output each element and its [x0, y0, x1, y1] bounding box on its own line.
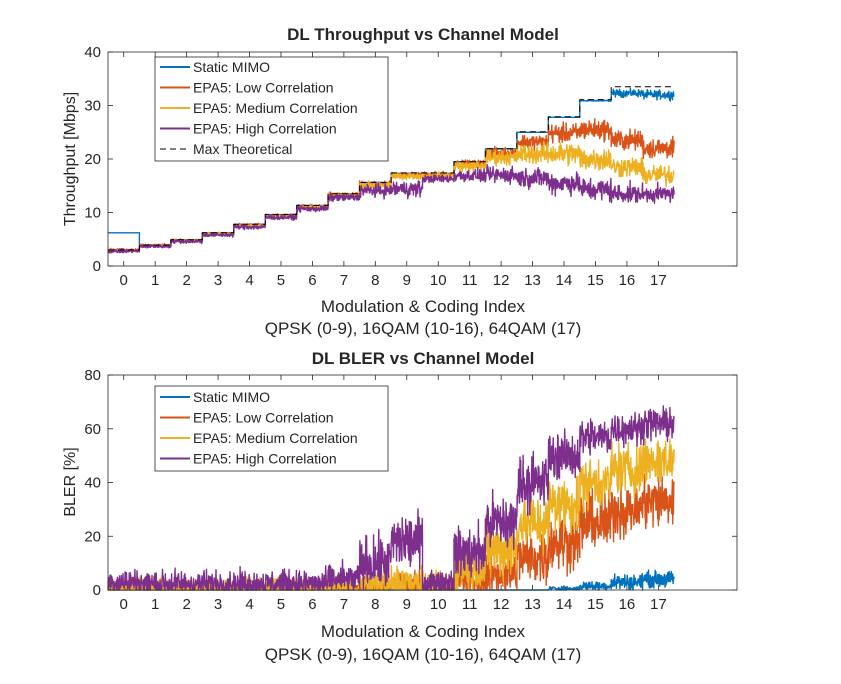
- y-tick-label: 40: [84, 475, 101, 492]
- x-tick-label: 10: [430, 272, 447, 289]
- y-tick-label: 10: [84, 205, 101, 222]
- x-tick-label: 2: [182, 272, 190, 289]
- x-tick-label: 14: [556, 596, 573, 613]
- legend-label: EPA5: High Correlation: [193, 121, 337, 137]
- x-tick-label: 1: [151, 272, 159, 289]
- x-tick-label: 1: [151, 596, 159, 613]
- throughput-legend-box: [154, 56, 389, 162]
- x-tick-label: 11: [462, 272, 478, 289]
- series-line-max-theoretical: [107, 86, 675, 251]
- x-tick-label: 0: [120, 596, 128, 613]
- throughput-chart-title: DL Throughput vs Channel Model: [287, 25, 559, 44]
- x-tick-label: 8: [371, 272, 379, 289]
- x-tick-label: 3: [214, 272, 222, 289]
- bler-axes-frame: [107, 374, 738, 591]
- throughput-x-axis-label: Modulation & Coding Index: [321, 297, 526, 316]
- x-tick-label: 13: [524, 596, 541, 613]
- x-tick-label: 7: [340, 272, 348, 289]
- bler-chart: DL BLER vs Channel Model 0 1 2 3 4 5 6 7 8 9 10 11 1…: [62, 349, 738, 664]
- y-tick-label: 0: [93, 582, 101, 599]
- y-tick-label: 0: [93, 258, 101, 275]
- y-tick-label: 80: [84, 367, 101, 384]
- x-tick-label: 16: [619, 596, 636, 613]
- legend-label: EPA5: High Correlation: [193, 451, 337, 467]
- x-tick-label: 0: [120, 272, 128, 289]
- throughput-legend: Static MIMO EPA5: Low Correlation EPA5: Me…: [154, 56, 389, 162]
- bler-legend-box: [154, 385, 389, 472]
- x-tick-label: 15: [587, 272, 604, 289]
- x-tick-label: 3: [214, 596, 222, 613]
- bler-x-axis-label: Modulation & Coding Index: [321, 622, 526, 641]
- legend-label: Static MIMO: [193, 389, 270, 405]
- x-tick-label: 12: [493, 596, 510, 613]
- bler-chart-title: DL BLER vs Channel Model: [312, 349, 535, 368]
- x-tick-label: 4: [245, 272, 253, 289]
- x-tick-label: 12: [493, 272, 510, 289]
- x-tick-label: 17: [650, 596, 667, 613]
- bler-legend: Static MIMO EPA5: Low Correlation EPA5: Me…: [154, 385, 389, 472]
- throughput-x-axis-label-2: QPSK (0-9), 16QAM (10-16), 64QAM (17): [265, 319, 582, 338]
- bler-y-axis-label: BLER [%]: [62, 447, 79, 516]
- x-tick-label: 14: [556, 272, 573, 289]
- x-tick-label: 9: [403, 272, 411, 289]
- x-tick-label: 7: [340, 596, 348, 613]
- y-tick-label: 20: [84, 151, 101, 168]
- legend-label: EPA5: Low Correlation: [193, 80, 334, 96]
- legend-label: Max Theoretical: [193, 141, 292, 157]
- x-tick-label: 13: [524, 272, 541, 289]
- series-line-high-corr: [107, 405, 675, 591]
- y-tick-label: 60: [84, 421, 101, 438]
- x-tick-label: 8: [371, 596, 379, 613]
- x-tick-label: 10: [430, 596, 447, 613]
- legend-label: EPA5: Low Correlation: [193, 410, 334, 426]
- x-tick-label: 6: [308, 272, 316, 289]
- series-line-high-corr: [107, 163, 675, 254]
- x-tick-label: 9: [403, 596, 411, 613]
- x-tick-label: 4: [245, 596, 253, 613]
- legend-label: EPA5: Medium Correlation: [193, 430, 358, 446]
- y-tick-label: 20: [84, 528, 101, 545]
- throughput-axes-frame: [107, 51, 738, 267]
- x-tick-label: 5: [277, 596, 285, 613]
- x-tick-label: 5: [277, 272, 285, 289]
- y-tick-label: 30: [84, 98, 101, 115]
- y-tick-label: 40: [84, 44, 101, 61]
- throughput-y-axis-label: Throughput [Mbps]: [62, 92, 79, 226]
- x-tick-label: 17: [650, 272, 667, 289]
- x-tick-label: 15: [587, 596, 604, 613]
- x-tick-label: 16: [619, 272, 636, 289]
- legend-label: EPA5: Medium Correlation: [193, 100, 358, 116]
- throughput-series: [107, 86, 675, 254]
- legend-label: Static MIMO: [193, 59, 270, 75]
- x-tick-label: 6: [308, 596, 316, 613]
- x-tick-label: 2: [182, 596, 190, 613]
- bler-x-axis-label-2: QPSK (0-9), 16QAM (10-16), 64QAM (17): [265, 645, 582, 664]
- x-tick-label: 11: [462, 596, 478, 613]
